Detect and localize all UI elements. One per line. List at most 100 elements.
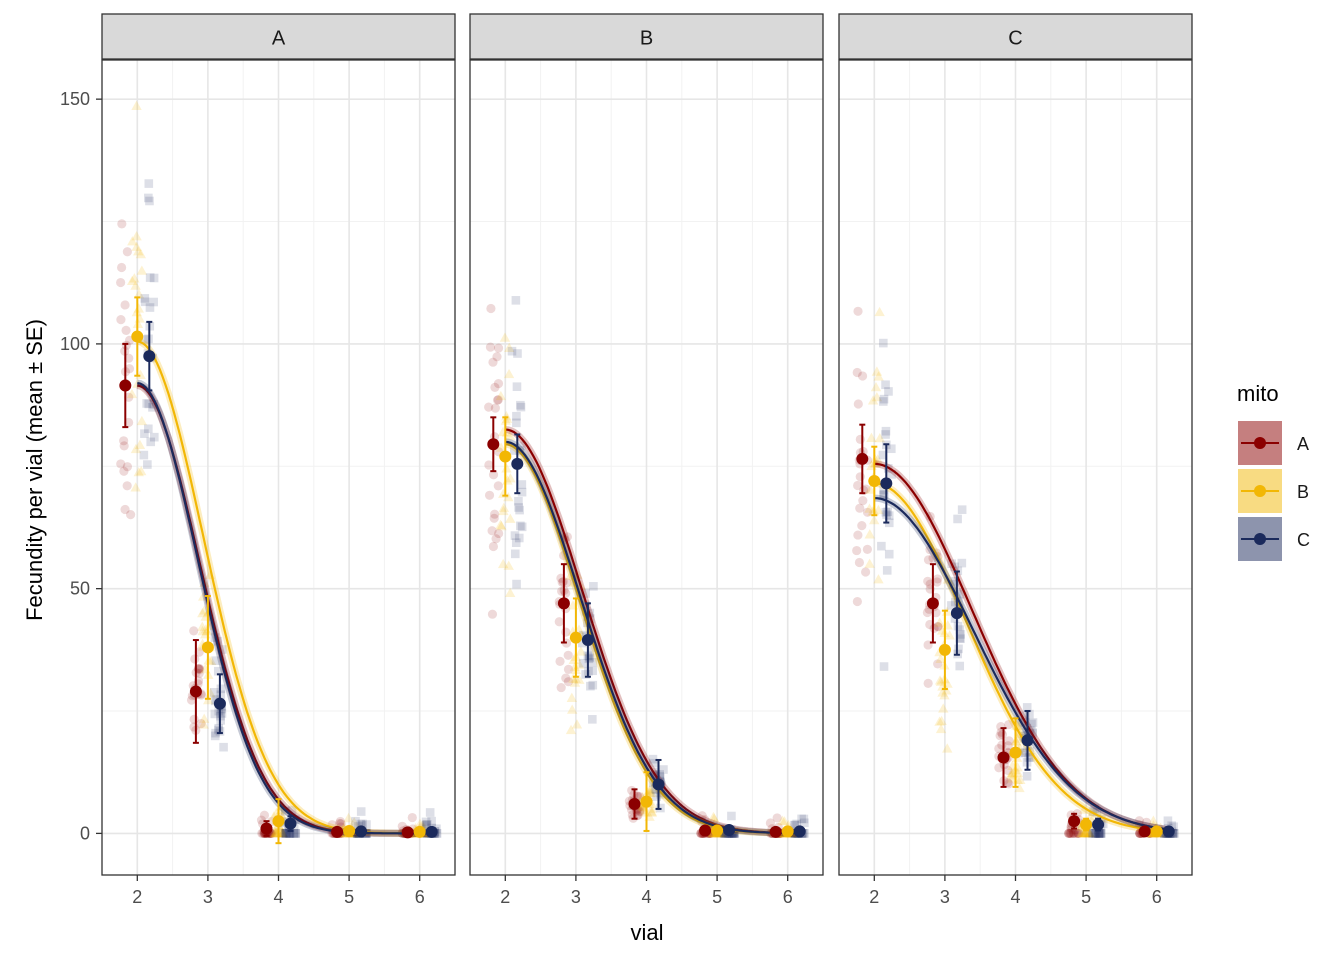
raw-point-a [407,812,417,823]
raw-point-c [425,808,435,817]
raw-point-c [140,335,149,344]
raw-point-a [494,528,504,539]
raw-point-c [512,382,522,391]
y-tick-label: 50 [70,579,90,599]
raw-point-c [581,606,591,616]
raw-point-c [954,644,963,654]
raw-point-b [936,715,947,726]
raw-point-c [1094,829,1103,838]
raw-point-a [923,576,933,586]
raw-point-c [282,828,291,838]
raw-point-a [858,495,868,506]
raw-point-a [122,462,132,472]
raw-point-a [491,534,501,544]
raw-point-b [498,505,509,516]
mean-points [119,296,438,845]
raw-point-c [799,814,809,824]
raw-point-a [563,650,573,660]
raw-point-c [884,387,893,396]
raw-point-c [214,725,223,735]
mean-point-b [1150,825,1163,838]
raw-point-a [1064,828,1074,838]
mean-point-a [769,825,782,838]
raw-point-a [922,607,932,618]
raw-point-b [505,513,516,523]
raw-point-c [656,773,665,783]
raw-point-b [414,818,426,828]
raw-point-a [488,357,498,367]
raw-point-c [144,424,153,434]
raw-point-c [1021,748,1030,757]
raw-point-a [492,352,502,362]
x-tick-label: 6 [1152,887,1162,907]
raw-point-b [495,390,507,401]
raw-point-b [1076,827,1088,838]
legend-point [1254,533,1266,545]
raw-point-a [561,588,571,598]
raw-point-c [211,656,221,665]
raw-point-c [729,829,739,838]
raw-point-a [186,695,197,705]
raw-point-b [133,246,144,256]
raw-point-b [639,807,651,817]
raw-point-c [878,450,888,460]
raw-point-c [516,402,526,412]
raw-point-c [1028,718,1038,727]
raw-point-b [568,673,579,683]
raw-point-b [935,653,946,664]
raw-point-a [124,364,135,374]
x-tick-label: 2 [500,887,510,907]
raw-point-a [116,315,126,325]
raw-point-c [514,533,524,543]
raw-point-b [709,813,720,823]
raw-point-b [708,811,719,822]
x-tick-label: 5 [1081,887,1091,907]
legend-title: mito [1237,381,1279,406]
mean-point-b [640,795,653,808]
raw-point-a [484,460,494,470]
raw-point-c [957,558,967,568]
legend-key-b: B [1238,469,1309,513]
raw-point-b [944,630,955,640]
raw-point-c [1025,753,1035,762]
raw-point-c [585,653,595,663]
raw-point-c [139,450,149,460]
mean-point-b [131,330,144,343]
raw-point-a [857,371,868,381]
y-tick-label: 100 [60,334,90,354]
x-axis: 2 3 4 5 6 [869,875,1162,907]
mean-point-c [284,817,297,830]
raw-point-c [719,829,729,838]
raw-point-b [501,463,512,473]
raw-point-c [588,658,598,667]
raw-point-c [1094,829,1104,838]
legend-key-c: C [1238,517,1310,561]
raw-point-c [1096,829,1106,838]
raw-point-b [126,388,138,399]
raw-point-b [939,690,950,700]
x-tick-label: 3 [203,887,213,907]
raw-point-c [140,294,150,303]
raw-point-c [145,303,155,312]
raw-point-b [646,806,657,816]
raw-point-c [285,829,295,838]
raw-point-b [571,719,583,729]
raw-point-a [486,303,496,314]
raw-point-a [487,609,498,619]
mean-point-b [343,824,356,837]
raw-point-a [923,678,933,688]
raw-point-a [772,813,782,823]
legend-label: B [1297,482,1309,502]
mean-point-c [793,825,806,838]
raw-point-b [566,692,578,702]
raw-point-c [950,562,959,572]
raw-point-a [1003,741,1013,751]
raw-point-a [923,555,934,565]
raw-point-c [730,829,739,838]
raw-point-b [495,442,507,452]
raw-point-c [1095,829,1105,838]
mean-point-b [711,824,724,837]
mean-point-b [272,815,285,828]
raw-point-b [864,558,875,568]
raw-point-c [516,521,525,531]
